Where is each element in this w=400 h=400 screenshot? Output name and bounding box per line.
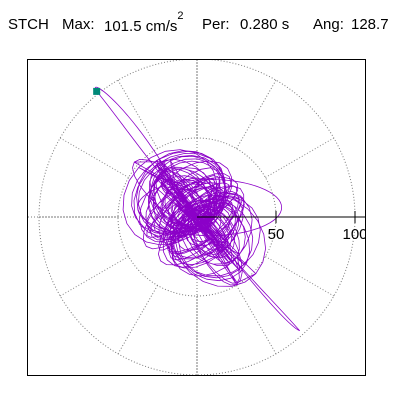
peak-marker bbox=[93, 87, 101, 95]
grid-spoke-210 bbox=[59, 256, 129, 297]
plot-header: STCH Max: 101.5 cm/s2 Per: 0.280 s Ang: … bbox=[8, 10, 400, 36]
max-unit-exponent: 2 bbox=[177, 10, 184, 22]
radial-tick-label-50: 50 bbox=[268, 226, 285, 243]
max-value-text: 101.5 cm/s bbox=[104, 18, 178, 35]
grid-spoke-300 bbox=[236, 285, 277, 355]
period-label: Per: bbox=[202, 16, 230, 33]
radial-tick-label-100: 100 bbox=[342, 226, 366, 243]
grid-spoke-330 bbox=[265, 256, 335, 297]
grid-spoke-60 bbox=[236, 79, 277, 149]
motion-loop-large bbox=[137, 179, 283, 236]
max-value: 101.5 cm/s2 bbox=[104, 10, 184, 35]
grid-spoke-150 bbox=[59, 137, 129, 178]
motion-loop-lower-right bbox=[196, 216, 300, 332]
grid-spoke-120 bbox=[117, 79, 158, 149]
period-value: 0.280 s bbox=[240, 16, 290, 33]
grid-spoke-30 bbox=[265, 137, 335, 178]
angle-value: 128.7 bbox=[351, 16, 389, 33]
polar-plot: 50 100 bbox=[28, 60, 366, 375]
motion-trace bbox=[122, 149, 267, 287]
angle-label: Ang: bbox=[313, 16, 344, 33]
station-code: STCH bbox=[8, 16, 49, 33]
plot-frame: 50 100 bbox=[27, 59, 366, 376]
grid-spoke-240 bbox=[117, 285, 158, 355]
max-label: Max: bbox=[62, 16, 95, 33]
